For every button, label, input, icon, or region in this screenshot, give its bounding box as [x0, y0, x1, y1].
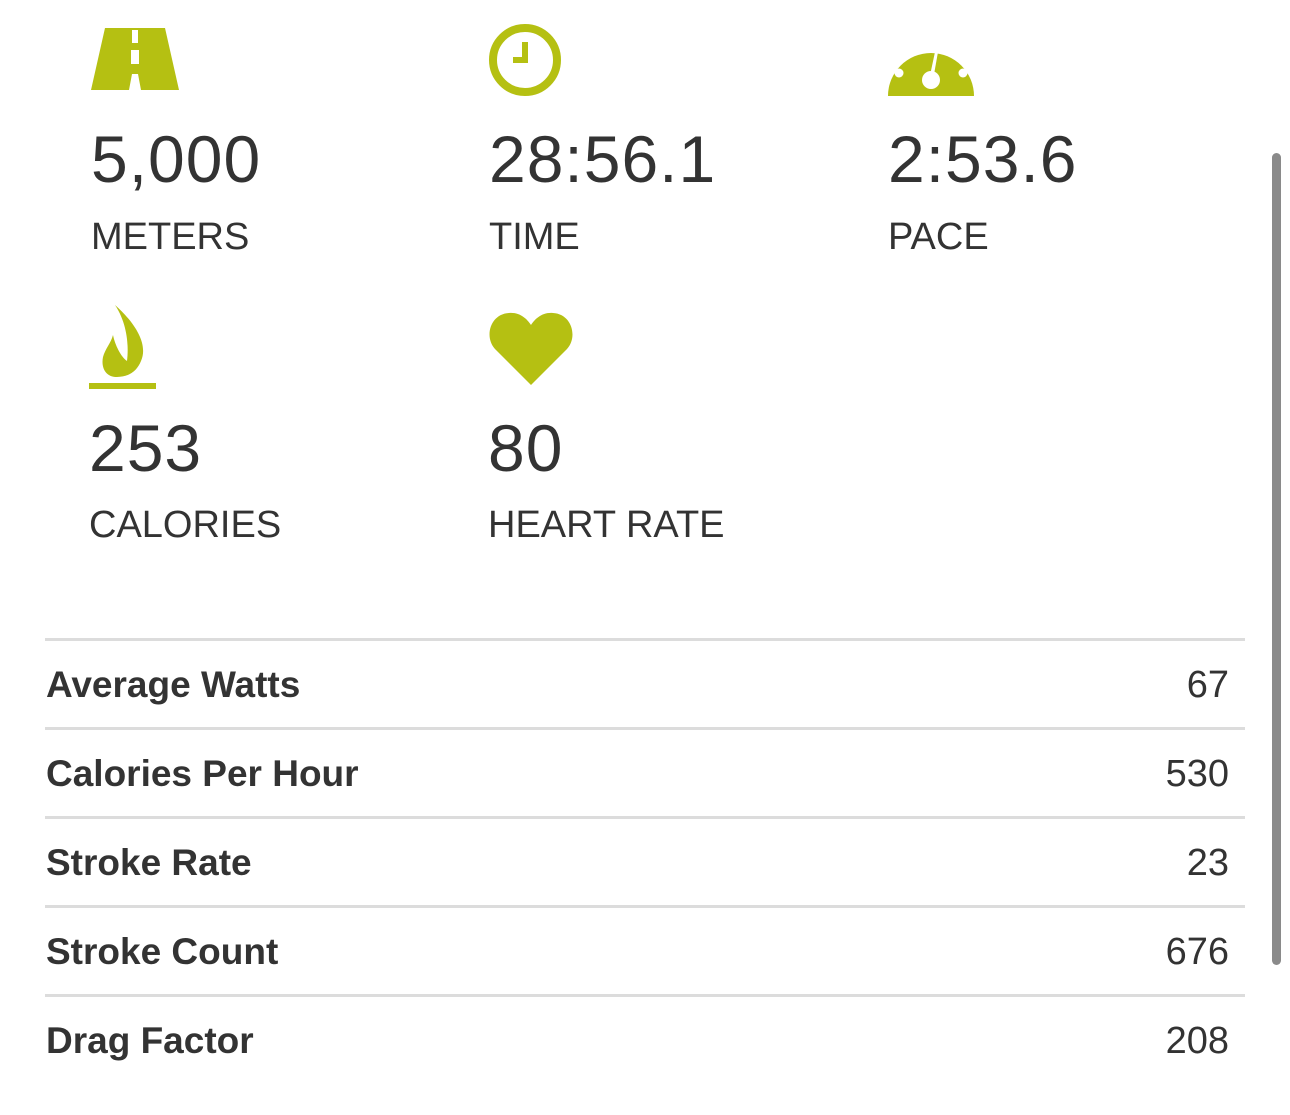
detail-value: 208 — [1165, 1020, 1229, 1062]
detail-label: Stroke Rate — [46, 842, 252, 883]
detail-value: 530 — [1165, 753, 1229, 795]
clock-icon — [489, 24, 589, 124]
workout-details-table: Average Watts 67 Calories Per Hour 530 S… — [45, 638, 1245, 1083]
stat-label: HEART RATE — [488, 504, 725, 546]
detail-row-stroke-rate: Stroke Rate 23 — [45, 816, 1245, 905]
detail-label: Calories Per Hour — [46, 753, 359, 794]
detail-label: Stroke Count — [46, 931, 279, 972]
detail-row-stroke-count: Stroke Count 676 — [45, 905, 1245, 994]
stat-value: 2:53.6 — [888, 122, 1078, 196]
flame-icon — [89, 305, 189, 405]
heart-icon — [488, 311, 588, 411]
detail-row-average-watts: Average Watts 67 — [45, 638, 1245, 727]
road-icon — [91, 28, 191, 128]
stat-label: METERS — [91, 216, 250, 258]
vertical-scrollbar[interactable] — [1272, 153, 1281, 965]
stat-value: 28:56.1 — [489, 122, 717, 196]
stat-value: 253 — [89, 411, 203, 485]
detail-label: Average Watts — [46, 664, 301, 705]
detail-label: Drag Factor — [46, 1020, 254, 1061]
detail-row-calories-per-hour: Calories Per Hour 530 — [45, 727, 1245, 816]
stat-label: CALORIES — [89, 504, 282, 546]
stat-value: 5,000 — [91, 122, 262, 196]
detail-value: 676 — [1165, 931, 1229, 973]
stat-value: 80 — [488, 411, 564, 485]
speedometer-icon — [888, 30, 988, 130]
detail-row-drag-factor: Drag Factor 208 — [45, 994, 1245, 1083]
detail-value: 67 — [1186, 664, 1229, 706]
stat-label: TIME — [489, 216, 580, 258]
detail-value: 23 — [1186, 842, 1229, 884]
stat-label: PACE — [888, 216, 989, 258]
